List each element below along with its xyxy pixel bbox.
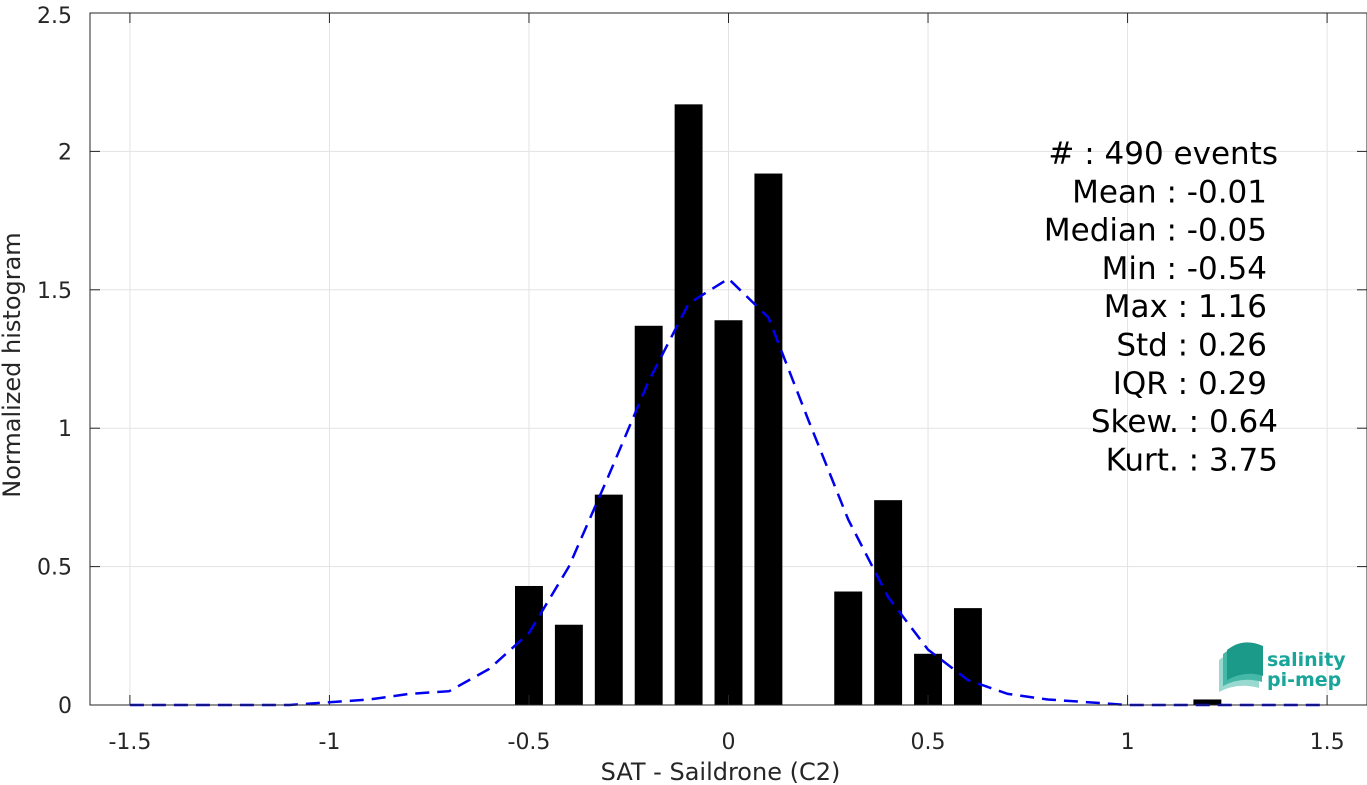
histogram-bar	[674, 104, 703, 706]
gaussian-fit-line	[129, 277, 1328, 707]
stats-line: Std : 0.26	[1116, 328, 1267, 364]
histogram-bar	[515, 585, 543, 705]
x-tick-labels: -1.5 -1 -0.5 0 0.5 1 1.5	[108, 730, 1344, 755]
histogram-bar	[634, 325, 663, 705]
x-tick-label: -1	[318, 730, 340, 755]
histogram-bar	[834, 591, 863, 705]
y-tick-label: 0.5	[37, 556, 72, 581]
x-tick-label: -0.5	[508, 730, 551, 755]
stats-line: # : 490 events	[1048, 136, 1278, 172]
logo-text-line2: pi-mep	[1267, 669, 1341, 691]
stats-line: Skew. : 0.64	[1091, 404, 1278, 440]
histogram-bar	[594, 494, 623, 705]
x-tick-label: -1.5	[108, 730, 151, 755]
salinity-pi-mep-logo: salinity pi-mep	[1219, 642, 1346, 692]
y-tick-label: 2.5	[37, 4, 72, 29]
stats-line: IQR : 0.29	[1113, 366, 1267, 402]
axis-ticks	[90, 12, 1367, 706]
x-tick-label: 1	[1121, 730, 1135, 755]
y-tick-label: 0	[58, 694, 72, 719]
stats-line: Median : -0.05	[1044, 213, 1267, 249]
y-tick-label: 1.5	[37, 279, 72, 304]
histogram-bar	[714, 320, 743, 705]
wave-logo-icon	[1219, 642, 1263, 692]
stats-line: Min : -0.54	[1102, 251, 1267, 287]
logo-text-line1: salinity	[1267, 649, 1346, 671]
x-tick-label: 0	[722, 730, 736, 755]
y-tick-label: 2	[58, 140, 72, 165]
histogram-bar	[754, 173, 783, 705]
y-tick-label: 1	[58, 417, 72, 442]
stats-line: Max : 1.16	[1104, 289, 1267, 325]
y-tick-labels: 0 0.5 1 1.5 2 2.5	[37, 4, 72, 719]
histogram-bar	[874, 500, 903, 705]
y-axis-label: Normalized histogram	[0, 232, 26, 497]
histogram-bar	[554, 624, 583, 705]
stats-line: Kurt. : 3.75	[1106, 442, 1278, 478]
x-tick-label: 0.5	[911, 730, 946, 755]
histogram-bar	[953, 608, 982, 705]
x-tick-label: 1.5	[1310, 730, 1345, 755]
histogram-bars	[515, 104, 1222, 706]
stats-line: Mean : -0.01	[1072, 174, 1267, 210]
histogram-bar	[1193, 699, 1222, 705]
x-axis-label: SAT - Saildrone (C2)	[601, 758, 841, 785]
